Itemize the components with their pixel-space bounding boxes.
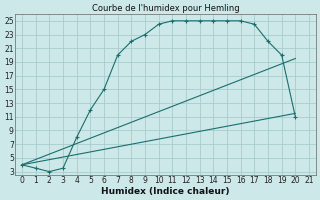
X-axis label: Humidex (Indice chaleur): Humidex (Indice chaleur)	[101, 187, 230, 196]
Title: Courbe de l'humidex pour Hemling: Courbe de l'humidex pour Hemling	[92, 4, 239, 13]
